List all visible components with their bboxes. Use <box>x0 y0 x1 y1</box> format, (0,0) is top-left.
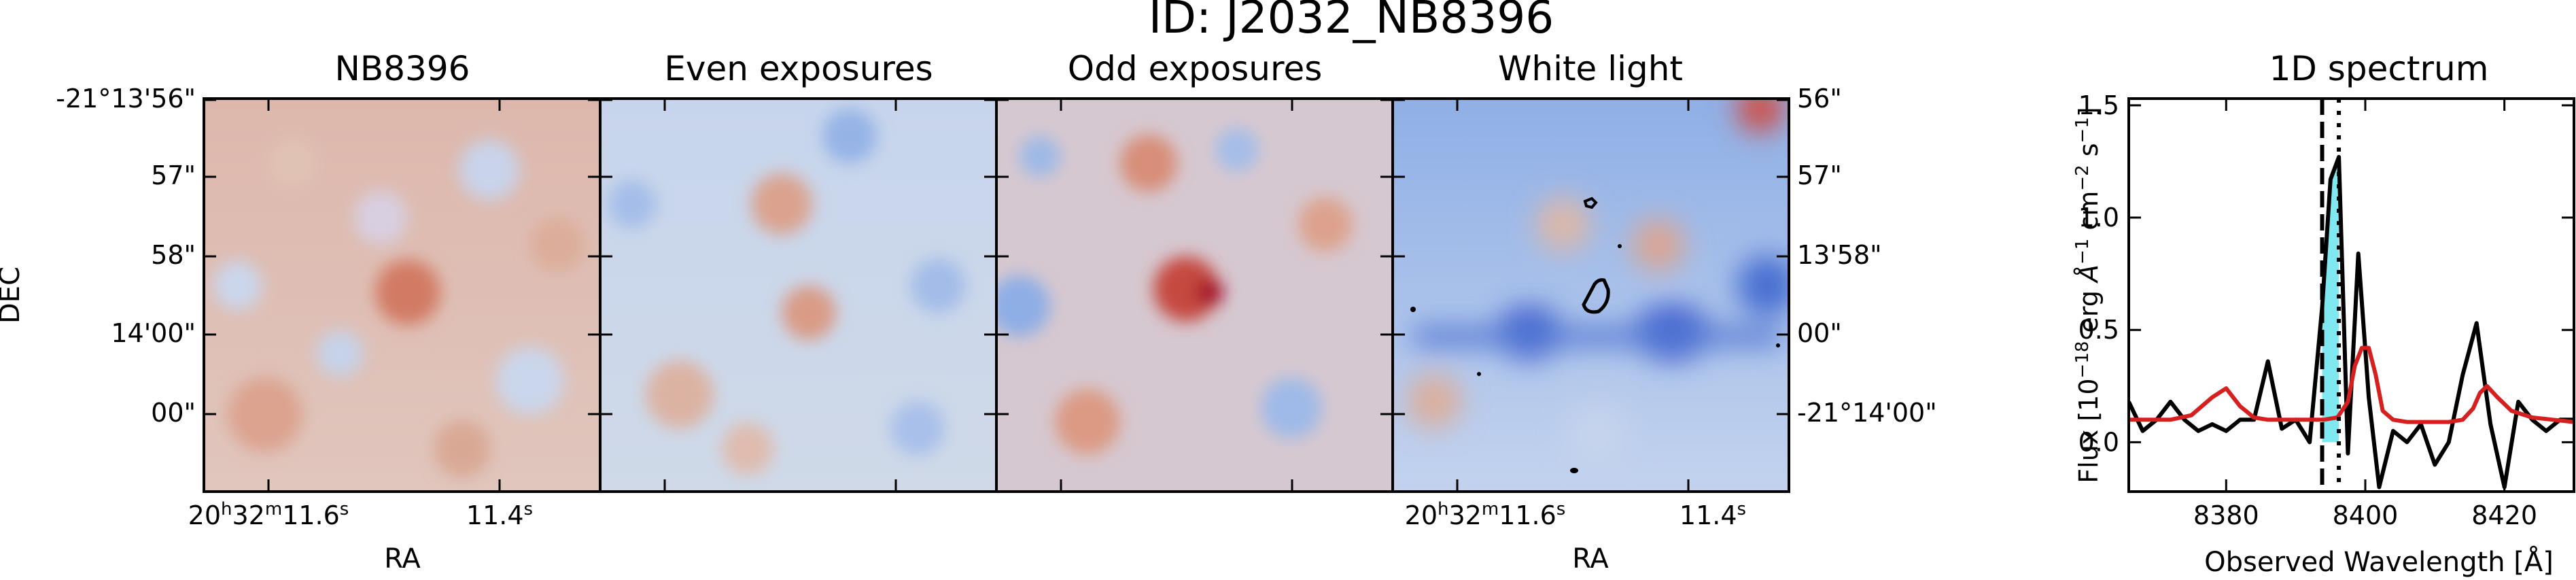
spectrum-frame <box>2127 97 2575 493</box>
panel-white-light: White light <box>1391 49 1790 493</box>
spectrum-lines <box>2129 154 2574 490</box>
dec-tick-label: 13'58" <box>1797 240 1882 270</box>
spectrum-title: 1D spectrum <box>2269 49 2489 88</box>
ra-axis-panel3: 20h32m11.6s 11.4s RA <box>1405 499 1746 575</box>
even-exposures-image <box>600 99 996 492</box>
y-tick-label: 1.0 <box>2078 203 2119 233</box>
panel-odd-exposures: Odd exposures <box>995 49 1394 493</box>
y-tick-label: 1.5 <box>2078 90 2119 120</box>
panel-title: NB8396 <box>335 49 470 88</box>
panel-nb8396: NB8396 <box>203 49 602 493</box>
dec-tick-label: -21°13'56" <box>56 84 196 114</box>
dec-axis-left: -21°13'56" 57" 58" 14'00" 00" DEC <box>0 84 196 428</box>
model-series-line <box>2129 345 2574 424</box>
dec-tick-label: 58" <box>151 240 196 270</box>
ra-tick-label: 11.4s <box>466 499 533 530</box>
x-tick-label: 8400 <box>2333 500 2399 530</box>
ra-tick-label: 20h32m11.6s <box>188 499 349 530</box>
dec-tick-label: 56" <box>1797 84 1842 114</box>
panel-title: Odd exposures <box>1068 49 1323 88</box>
dec-axis-right: 56" 57" 13'58" 00" -21°14'00" <box>1797 84 1937 428</box>
panel-title: White light <box>1498 49 1683 88</box>
spectrum-xlabel: Observed Wavelength [Å] <box>2204 545 2554 578</box>
dec-tick-label: -21°14'00" <box>1797 398 1937 428</box>
odd-exposures-image <box>996 99 1393 492</box>
panel-title: Even exposures <box>664 49 933 88</box>
spectrum-panel: 1D spectrum 8380 8400 8420 0.0 0.5 1.0 1.5 Obs… <box>2072 49 2575 578</box>
ra-axis-panel0: 20h32m11.6s 11.4s RA <box>188 499 533 575</box>
spectrum-vlines <box>2320 99 2342 492</box>
nb8396-image <box>204 99 600 492</box>
panel-even-exposures: Even exposures <box>599 49 998 493</box>
spectrum-ylabel: Flux [10−18 erg Å−1 cm−2 s−1] <box>2072 107 2104 483</box>
white-light-image <box>1393 99 1789 492</box>
y-tick-label: 0.0 <box>2078 427 2119 457</box>
ra-axis-label: RA <box>1572 543 1609 575</box>
x-tick-label: 8380 <box>2193 500 2259 530</box>
dec-tick-label: 00" <box>151 398 196 428</box>
figure-title: ID: J2032_NB8396 <box>1149 0 1554 44</box>
spectrum-ticks: 8380 8400 8420 0.0 0.5 1.0 1.5 <box>2078 90 2574 530</box>
ra-axis-label: RA <box>384 543 421 575</box>
highlight-band <box>2322 156 2339 443</box>
line-flux-band <box>2322 156 2339 443</box>
ra-tick-label: 11.4s <box>1679 499 1746 530</box>
dec-tick-label: 57" <box>1797 160 1842 190</box>
image-tick-marks <box>204 99 1789 492</box>
flux-series-line <box>2129 154 2574 490</box>
dec-tick-label: 00" <box>1797 318 1842 348</box>
x-tick-label: 8420 <box>2471 500 2537 530</box>
y-tick-label: 0.5 <box>2078 315 2119 345</box>
dec-tick-label: 57" <box>151 160 196 190</box>
dec-axis-label: DEC <box>0 267 26 324</box>
ra-tick-label: 20h32m11.6s <box>1405 499 1566 530</box>
dec-tick-label: 14'00" <box>111 318 196 348</box>
